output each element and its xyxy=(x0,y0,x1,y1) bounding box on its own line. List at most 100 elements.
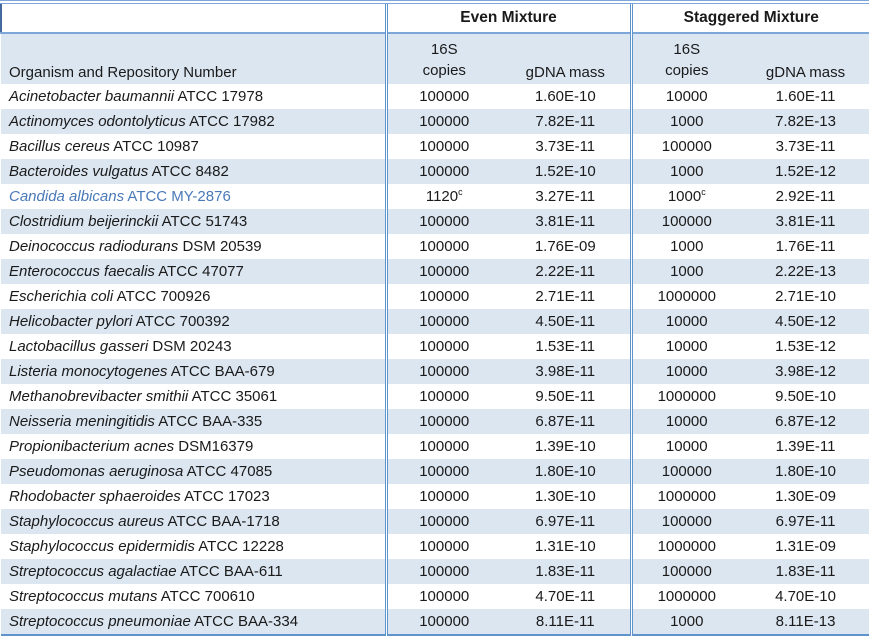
even-16s-copies-value: 100000 xyxy=(419,563,470,580)
even-16s-copies-value: 100000 xyxy=(419,538,470,555)
repository-number: ATCC 700610 xyxy=(160,588,255,605)
repository-number: ATCC 17023 xyxy=(184,488,270,505)
even-gdna-mass-cell: 3.73E-11 xyxy=(535,138,596,155)
staggered-gdna-mass-cell: 1.52E-12 xyxy=(775,163,836,180)
staggered-gdna-mass-cell: 8.11E-13 xyxy=(775,613,836,630)
even-16s-copies-cell: 100000 xyxy=(384,609,501,635)
staggered-16s-label: 16S xyxy=(673,41,701,58)
repository-number: ATCC BAA-611 xyxy=(179,563,283,580)
table-row: Candida albicans ATCC MY-2876 1120c 3.27… xyxy=(1,184,869,209)
staggered-gdna-mass-cell: 3.98E-12 xyxy=(775,363,836,380)
even-gdna-mass-cell: 1.80E-10 xyxy=(534,463,596,480)
even-16s-copies-value: 100000 xyxy=(419,588,470,605)
even-16s-copies-cell: 100000 xyxy=(384,584,501,609)
staggered-16s-copies-cell: 100000 xyxy=(629,559,742,584)
staggered-16s-copies-value: 100000 xyxy=(661,213,712,230)
even-16s-copies-value: 100000 xyxy=(419,88,470,105)
even-16s-copies-value: 100000 xyxy=(419,463,470,480)
table-row: Enterococcus faecalis ATCC 47077 100000 … xyxy=(1,259,869,284)
staggered-mixture-group-header: Staggered Mixture xyxy=(629,2,869,34)
organism-cell: Neisseria meningitidis ATCC BAA-335 xyxy=(1,409,386,434)
even-gdna-mass-cell: 4.70E-11 xyxy=(535,588,596,605)
organism-name: Staphylococcus aureus xyxy=(9,513,165,530)
staggered-16s-copies-cell: 1000 xyxy=(629,609,742,635)
staggered-gdna-mass-cell: 6.87E-12 xyxy=(775,413,836,430)
staggered-gdna-mass-cell: 4.50E-12 xyxy=(775,313,836,330)
even-16s-copies-cell: 100000 xyxy=(384,359,501,384)
repository-number: ATCC 10987 xyxy=(113,138,199,155)
staggered-gdna-mass-cell: 1.80E-10 xyxy=(775,463,836,480)
staggered-16s-copies-sup: c xyxy=(701,187,706,197)
even-16s-copies-cell: 100000 xyxy=(384,484,501,509)
even-gdna-mass-cell: 6.97E-11 xyxy=(535,513,596,530)
staggered-16s-copies-cell: 1000000 xyxy=(629,384,742,409)
organism-cell: Lactobacillus gasseri DSM 20243 xyxy=(1,334,386,359)
repository-number: ATCC BAA-334 xyxy=(194,613,299,630)
organism-name: Bacteroides vulgatus xyxy=(9,163,149,180)
even-16s-copies-value: 100000 xyxy=(419,213,470,230)
organism-cell: Deinococcus radiodurans DSM 20539 xyxy=(1,234,386,259)
even-16s-copies-value: 100000 xyxy=(419,288,470,305)
column-header-row: Organism and Repository Number 16S copie… xyxy=(1,33,869,84)
staggered-16s-copies-value: 10000 xyxy=(665,363,708,380)
staggered-16s-copies-cell: 10000 xyxy=(629,434,742,459)
organism-cell: Rhodobacter sphaeroides ATCC 17023 xyxy=(1,484,386,509)
even-16s-copies-cell: 100000 xyxy=(384,134,501,159)
repository-number: ATCC 17982 xyxy=(189,113,275,130)
repository-number: DSM16379 xyxy=(178,438,254,455)
staggered-16s-copies-value: 1000 xyxy=(670,613,704,630)
even-16s-copies-value: 100000 xyxy=(419,338,470,355)
staggered-16s-copies-cell: 100000 xyxy=(629,459,742,484)
staggered-16s-copies-value: 1000000 xyxy=(657,488,716,505)
organism-cell: Streptococcus pneumoniae ATCC BAA-334 xyxy=(1,609,386,635)
staggered-16s-copies-value: 1000000 xyxy=(657,588,716,605)
table-row: Escherichia coli ATCC 700926 100000 2.71… xyxy=(1,284,869,309)
organism-cell: Escherichia coli ATCC 700926 xyxy=(1,284,386,309)
repository-number: DSM 20539 xyxy=(182,238,262,255)
staggered-16s-copies-value: 1000 xyxy=(670,163,704,180)
table-row: Methanobrevibacter smithii ATCC 35061 10… xyxy=(1,384,869,409)
even-16s-copies-value: 100000 xyxy=(419,438,470,455)
even-16s-copies-cell: 100000 xyxy=(384,534,501,559)
even-16s-copies-value: 100000 xyxy=(419,138,470,155)
table-row: Bacteroides vulgatus ATCC 8482 100000 1.… xyxy=(1,159,869,184)
staggered-16s-copies-value: 1000 xyxy=(667,188,702,205)
staggered-gdna-mass-cell: 6.97E-11 xyxy=(775,513,836,530)
table-row: Streptococcus agalactiae ATCC BAA-611 10… xyxy=(1,559,869,584)
staggered-16s-copies-value: 1000 xyxy=(670,263,704,280)
organism-cell: Bacteroides vulgatus ATCC 8482 xyxy=(1,159,386,184)
organism-name: Streptococcus agalactiae xyxy=(9,563,177,580)
even-16s-copies-cell: 100000 xyxy=(384,459,501,484)
even-gdna-mass-cell: 3.27E-11 xyxy=(535,188,596,205)
even-16s-copies-cell: 100000 xyxy=(384,384,501,409)
even-16s-copies-cell: 100000 xyxy=(384,559,501,584)
staggered-gdna-mass-cell: 1.39E-11 xyxy=(775,438,836,455)
even-mixture-group-header: Even Mixture xyxy=(384,2,632,34)
even-16s-copies-cell: 1120c xyxy=(384,184,501,209)
even-16s-copies-cell: 100000 xyxy=(384,284,501,309)
table-row: Clostridium beijerinckii ATCC 51743 1000… xyxy=(1,209,869,234)
even-16s-copies-cell: 100000 xyxy=(384,234,501,259)
organism-name: Acinetobacter baumannii xyxy=(9,88,175,105)
table-row: Listeria monocytogenes ATCC BAA-679 1000… xyxy=(1,359,869,384)
organism-cell: Clostridium beijerinckii ATCC 51743 xyxy=(1,209,386,234)
staggered-16s-copies-value: 1000000 xyxy=(657,288,716,305)
even-16s-copies-cell: 100000 xyxy=(384,259,501,284)
even-16s-copies-cell: 100000 xyxy=(384,209,501,234)
table-row: Neisseria meningitidis ATCC BAA-335 1000… xyxy=(1,409,869,434)
even-copies-label: copies xyxy=(422,62,466,79)
staggered-16s-copies-cell: 100000 xyxy=(629,509,742,534)
even-16s-copies-cell: 100000 xyxy=(384,434,501,459)
repository-number: ATCC BAA-679 xyxy=(170,363,275,380)
staggered-gdna-mass-column-header: gDNA mass xyxy=(741,33,869,84)
even-16s-copies-value: 100000 xyxy=(419,488,470,505)
staggered-16s-copies-value: 10000 xyxy=(665,313,708,330)
group-header-row: Even Mixture Staggered Mixture xyxy=(0,2,869,34)
table-row: Acinetobacter baumannii ATCC 17978 10000… xyxy=(1,84,869,109)
staggered-16s-copies-cell: 1000000 xyxy=(629,534,742,559)
staggered-16s-copies-value: 100000 xyxy=(661,138,712,155)
organism-cell: Staphylococcus epidermidis ATCC 12228 xyxy=(1,534,386,559)
staggered-16s-copies-value: 10000 xyxy=(665,88,708,105)
table-row: Helicobacter pylori ATCC 700392 100000 4… xyxy=(1,309,869,334)
